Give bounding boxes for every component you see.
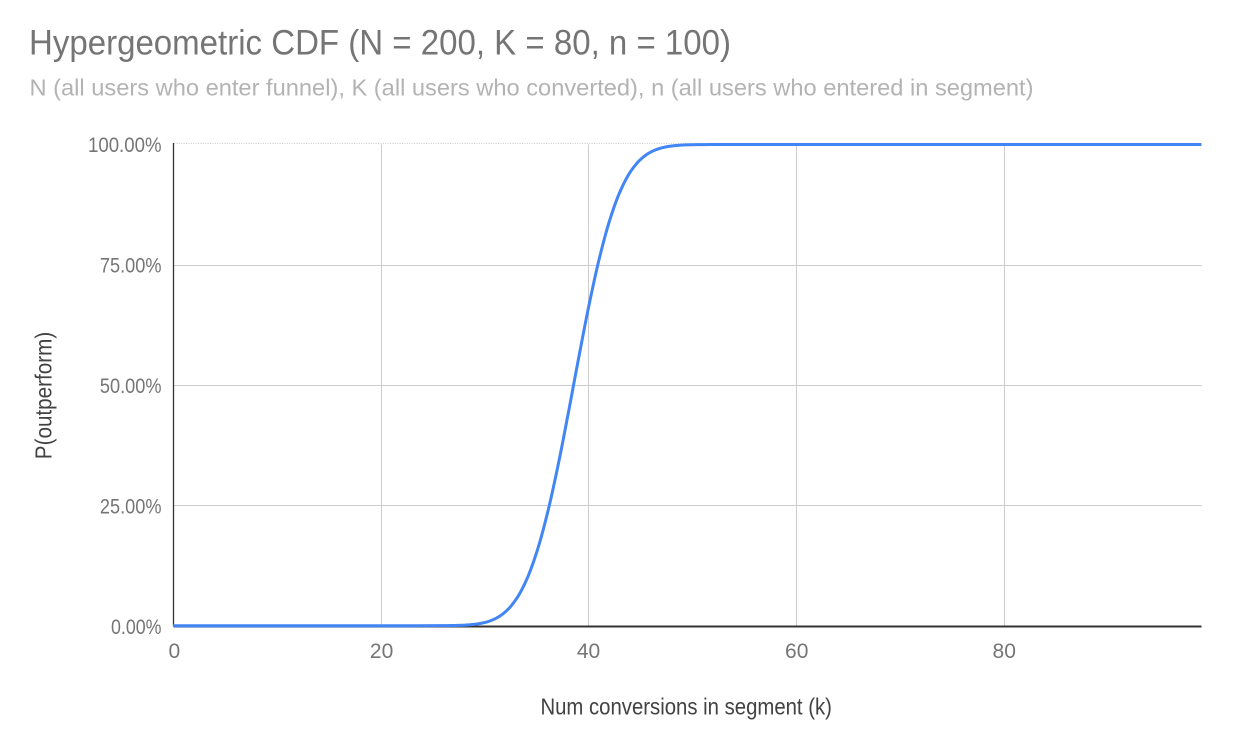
svg-text:40: 40 [577,640,600,663]
svg-text:50.00%: 50.00% [100,375,162,398]
svg-text:75.00%: 75.00% [100,255,162,278]
svg-text:P(outperform): P(outperform) [31,332,57,459]
svg-text:0.00%: 0.00% [111,616,162,639]
svg-text:25.00%: 25.00% [100,496,162,519]
svg-text:Hypergeometric CDF (N = 200, K: Hypergeometric CDF (N = 200, K = 80, n =… [29,24,731,63]
svg-text:80: 80 [993,640,1016,663]
svg-text:60: 60 [785,640,808,663]
svg-text:20: 20 [370,640,393,663]
svg-text:Num conversions in segment (k): Num conversions in segment (k) [540,693,832,719]
svg-text:0: 0 [169,640,181,663]
svg-text:100.00%: 100.00% [88,134,162,157]
svg-text:N (all users who enter funnel): N (all users who enter funnel), K (all u… [30,75,1034,101]
